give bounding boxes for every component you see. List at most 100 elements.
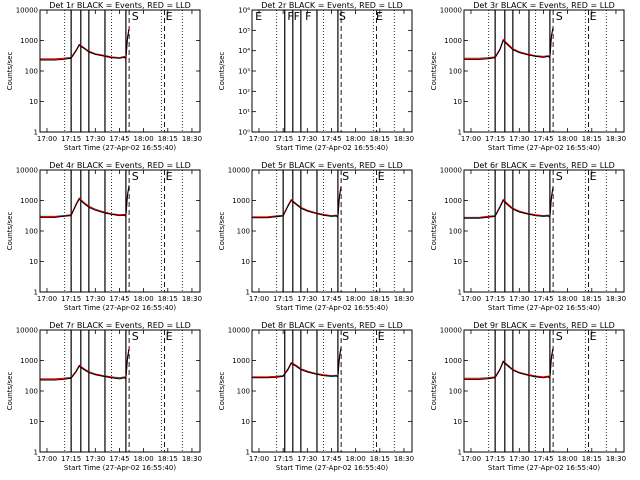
y-tick-label: 1	[458, 449, 462, 457]
x-tick-label: 17:30	[85, 135, 105, 143]
x-tick-label: 18:15	[370, 295, 390, 303]
x-tick-label: 18:15	[370, 135, 390, 143]
x-tick-label: 18:30	[606, 455, 626, 463]
x-tick-label: 17:45	[533, 135, 553, 143]
plot-frame	[463, 9, 625, 133]
x-tick-label: 17:30	[509, 135, 529, 143]
y-tick-label: 1000	[20, 357, 38, 365]
y-axis-label: Counts/sec	[218, 212, 226, 251]
y-tick-label: 1	[458, 289, 462, 297]
x-tick-label: 17:00	[37, 135, 57, 143]
flag-label: S	[339, 10, 346, 23]
y-tick-label: 100	[25, 228, 38, 236]
x-tick-label: 18:15	[582, 135, 602, 143]
x-tick-label: 17:30	[509, 455, 529, 463]
x-tick-label: 17:30	[85, 295, 105, 303]
flag-label: S	[556, 330, 563, 343]
y-tick-label: 10	[29, 98, 38, 106]
x-axis-label: Start Time (27-Apr-02 16:55:40)	[276, 464, 388, 472]
plot-frame	[463, 329, 625, 453]
y-tick-label: 10⁶	[238, 7, 250, 15]
x-tick-label: 18:30	[606, 135, 626, 143]
plot-frame	[39, 329, 201, 453]
series-line-events	[464, 348, 554, 380]
y-tick-label: 10	[453, 258, 462, 266]
plot-frame	[39, 9, 201, 133]
x-axis-label: Start Time (27-Apr-02 16:55:40)	[64, 304, 176, 312]
plot-frame	[251, 329, 413, 453]
panel-title: Det 2r BLACK = Events, RED = LLD	[261, 1, 403, 10]
flag-label: S	[556, 10, 563, 23]
x-tick-label: 18:30	[182, 295, 202, 303]
x-tick-label: 17:15	[61, 135, 81, 143]
x-tick-label: 18:15	[158, 455, 178, 463]
x-tick-label: 17:30	[85, 455, 105, 463]
x-tick-label: 17:00	[249, 135, 269, 143]
y-axis-label: Counts/sec	[430, 372, 438, 411]
x-tick-label: 17:15	[273, 455, 293, 463]
plot-frame	[39, 169, 201, 293]
y-axis-label: Counts/sec	[6, 52, 14, 91]
x-tick-label: 17:00	[461, 295, 481, 303]
panel-title: Det 6r BLACK = Events, RED = LLD	[473, 161, 615, 170]
series-line-events	[40, 185, 130, 218]
y-tick-label: 10⁵	[238, 27, 250, 35]
series-line-lld	[464, 26, 554, 59]
y-tick-label: 1000	[444, 357, 462, 365]
x-tick-label: 17:00	[249, 455, 269, 463]
x-tick-label: 18:15	[158, 295, 178, 303]
y-tick-label: 10000	[16, 7, 38, 15]
series-line-lld	[40, 185, 130, 217]
x-tick-label: 17:45	[109, 455, 129, 463]
y-tick-label: 100	[449, 228, 462, 236]
x-tick-label: 17:00	[461, 455, 481, 463]
x-tick-label: 18:00	[134, 135, 154, 143]
x-tick-label: 18:15	[370, 455, 390, 463]
x-axis-label: Start Time (27-Apr-02 16:55:40)	[276, 304, 388, 312]
x-tick-label: 18:00	[558, 295, 578, 303]
x-tick-label: 18:00	[346, 295, 366, 303]
series-line-events	[252, 347, 342, 379]
x-tick-label: 17:15	[273, 295, 293, 303]
x-tick-label: 17:30	[297, 455, 317, 463]
y-tick-label: 1000	[232, 197, 250, 205]
y-tick-label: 1	[246, 289, 250, 297]
plot-frame	[251, 9, 413, 133]
flag-label: E	[166, 330, 173, 343]
x-tick-label: 17:30	[509, 295, 529, 303]
x-tick-label: 18:30	[394, 135, 414, 143]
panel-title: Det 3r BLACK = Events, RED = LLD	[473, 1, 615, 10]
y-tick-label: 1000	[444, 197, 462, 205]
x-tick-label: 18:00	[558, 135, 578, 143]
y-tick-label: 10000	[16, 167, 38, 175]
flag-label: E	[166, 170, 173, 183]
series-line-lld	[40, 27, 130, 60]
y-tick-label: 10¹	[238, 108, 250, 116]
x-tick-label: 18:30	[606, 295, 626, 303]
y-axis-label: Counts/sec	[430, 52, 438, 91]
series-line-lld	[252, 185, 342, 218]
series-line-lld	[40, 347, 130, 380]
x-tick-label: 18:00	[346, 135, 366, 143]
x-tick-label: 17:00	[37, 295, 57, 303]
x-tick-label: 18:15	[582, 455, 602, 463]
flag-label: E	[590, 330, 597, 343]
y-tick-label: 1	[246, 449, 250, 457]
y-tick-label: 100	[449, 388, 462, 396]
series-line-events	[40, 348, 130, 381]
panel-title: Det 7r BLACK = Events, RED = LLD	[49, 321, 191, 330]
series-line-lld	[252, 346, 342, 378]
panel-title: Det 5r BLACK = Events, RED = LLD	[261, 161, 403, 170]
y-tick-label: 100	[25, 388, 38, 396]
x-axis-label: Start Time (27-Apr-02 16:55:40)	[64, 464, 176, 472]
x-tick-label: 17:00	[461, 135, 481, 143]
y-tick-label: 1	[458, 129, 462, 137]
x-axis-label: Start Time (27-Apr-02 16:55:40)	[276, 144, 388, 152]
panel-title: Det 9r BLACK = Events, RED = LLD	[473, 321, 615, 330]
flag-label: E	[378, 330, 385, 343]
plot-frame	[463, 169, 625, 293]
x-tick-label: 18:00	[558, 455, 578, 463]
